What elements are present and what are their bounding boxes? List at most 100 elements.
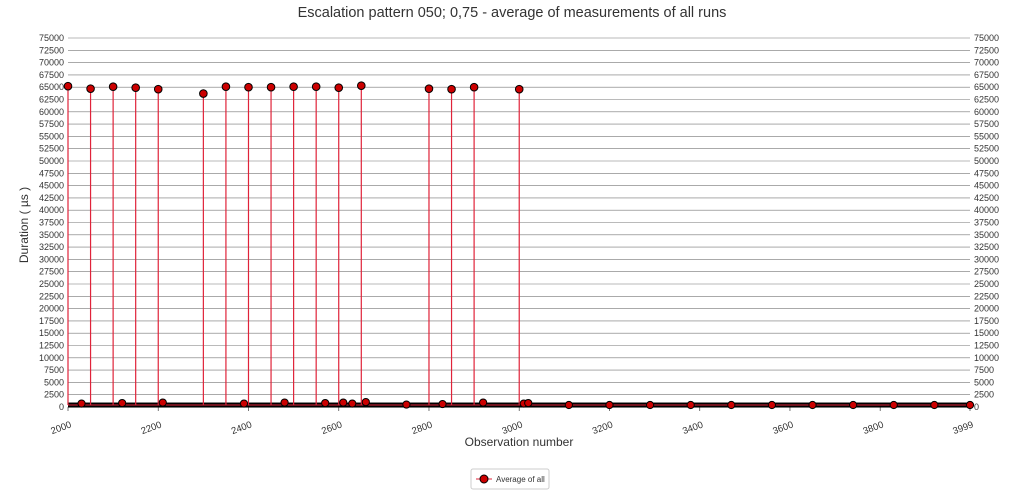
- chart-title: Escalation pattern 050; 0,75 - average o…: [298, 5, 727, 21]
- y-tick-label-left: 47500: [39, 168, 64, 178]
- data-point[interactable]: [686, 400, 695, 410]
- data-point[interactable]: [645, 400, 655, 410]
- x-tick-label: 2000: [49, 419, 73, 437]
- data-point[interactable]: [108, 82, 118, 92]
- data-point[interactable]: [199, 89, 208, 98]
- data-point[interactable]: [321, 398, 330, 408]
- data-point[interactable]: [334, 83, 344, 92]
- y-tick-label-left: 17500: [39, 316, 64, 326]
- y-tick-label-right: 30000: [974, 254, 999, 264]
- data-point[interactable]: [348, 399, 357, 408]
- y-tick-label-left: 55000: [39, 131, 64, 141]
- y-tick-label-left: 15000: [39, 328, 64, 338]
- y-axis-left: 0 2500 5000 7500 10000 12500 15000 17500 20000 22…: [39, 33, 64, 412]
- x-axis: 2000 2200 2400 2600 2800 3000 3200 3400 3600 3800…: [49, 407, 975, 437]
- y-tick-label-right: 17500: [974, 316, 999, 326]
- y-tick-label-right: 45000: [974, 181, 999, 191]
- y-tick-label-left: 62500: [39, 95, 64, 105]
- series-layer: [63, 81, 975, 410]
- y-tick-label-left: 52500: [39, 144, 64, 154]
- y-tick-label-right: 42500: [974, 193, 999, 203]
- data-point[interactable]: [447, 84, 456, 94]
- data-point[interactable]: [889, 400, 898, 410]
- data-point[interactable]: [118, 398, 127, 408]
- x-tick-label: 2200: [140, 419, 164, 437]
- y-tick-label-right: 62500: [974, 95, 999, 105]
- data-point[interactable]: [438, 399, 447, 409]
- data-point[interactable]: [131, 83, 140, 92]
- y-tick-label-right: 27500: [974, 267, 999, 277]
- data-point[interactable]: [605, 400, 614, 410]
- legend-marker: [479, 474, 489, 484]
- x-tick-label: 3800: [862, 419, 886, 437]
- data-point[interactable]: [469, 82, 479, 92]
- y-tick-label-left: 45000: [39, 181, 64, 191]
- data-point[interactable]: [339, 398, 348, 407]
- data-point[interactable]: [849, 400, 858, 410]
- data-point[interactable]: [77, 399, 86, 408]
- data-point[interactable]: [514, 84, 524, 94]
- data-point[interactable]: [767, 400, 777, 410]
- y-tick-label-left: 7500: [44, 365, 64, 375]
- data-point[interactable]: [153, 84, 163, 94]
- y-tick-label-left: 65000: [39, 82, 64, 92]
- data-point[interactable]: [727, 400, 736, 410]
- y-tick-label-right: 32500: [974, 242, 999, 252]
- y-tick-label-left: 2500: [44, 390, 64, 400]
- data-point[interactable]: [311, 82, 321, 92]
- data-point[interactable]: [361, 397, 370, 407]
- y-axis-right: 0 2500 5000 7500 10000 12500 15000 17500 20000 22…: [974, 33, 999, 412]
- x-tick-label: 3400: [681, 419, 705, 437]
- data-point[interactable]: [158, 398, 167, 407]
- x-tick-label: 3999: [951, 419, 975, 437]
- y-tick-label-right: 70000: [974, 58, 999, 68]
- y-tick-label-right: 22500: [974, 291, 999, 301]
- data-point[interactable]: [280, 398, 289, 407]
- data-point[interactable]: [356, 81, 366, 91]
- x-tick-label: 2400: [230, 419, 254, 437]
- y-tick-label-right: 15000: [974, 328, 999, 338]
- data-point[interactable]: [479, 398, 488, 407]
- data-point[interactable]: [266, 82, 276, 92]
- data-point[interactable]: [239, 399, 249, 408]
- y-tick-label-left: 70000: [39, 58, 64, 68]
- y-tick-label-left: 27500: [39, 267, 64, 277]
- y-axis-label: Duration ( µs ): [17, 187, 31, 263]
- data-point[interactable]: [402, 400, 411, 409]
- data-point[interactable]: [86, 84, 95, 93]
- data-point[interactable]: [524, 398, 533, 408]
- legend[interactable]: Average of all: [470, 468, 550, 490]
- data-point[interactable]: [244, 82, 253, 92]
- y-tick-label-right: 35000: [974, 230, 999, 240]
- data-point[interactable]: [289, 82, 298, 92]
- y-tick-label-left: 25000: [39, 279, 64, 289]
- data-point[interactable]: [930, 400, 939, 410]
- y-tick-label-left: 12500: [39, 341, 64, 351]
- y-tick-label-right: 65000: [974, 82, 999, 92]
- y-tick-label-left: 72500: [39, 45, 64, 55]
- y-tick-label-right: 57500: [974, 119, 999, 129]
- y-tick-label-right: 20000: [974, 304, 999, 314]
- data-point[interactable]: [63, 81, 73, 91]
- y-tick-label-right: 25000: [974, 279, 999, 289]
- x-tick-label: 2600: [320, 419, 344, 437]
- y-tick-label-left: 75000: [39, 33, 64, 43]
- data-point[interactable]: [221, 82, 231, 92]
- y-tick-label-left: 67500: [39, 70, 64, 80]
- y-tick-label-right: 12500: [974, 341, 999, 351]
- y-tick-label-right: 55000: [974, 131, 999, 141]
- legend-label: Average of all: [496, 475, 545, 484]
- x-tick-label: 2800: [410, 419, 434, 437]
- y-tick-label-right: 0: [974, 402, 979, 412]
- data-point[interactable]: [564, 400, 573, 410]
- y-tick-label-right: 5000: [974, 377, 994, 387]
- y-tick-label-left: 20000: [39, 304, 64, 314]
- y-tick-label-left: 42500: [39, 193, 64, 203]
- x-tick-label: 3600: [771, 419, 795, 437]
- data-point[interactable]: [965, 400, 975, 410]
- data-point[interactable]: [808, 400, 817, 410]
- y-tick-label-right: 50000: [974, 156, 999, 166]
- y-tick-label-right: 75000: [974, 33, 999, 43]
- data-point[interactable]: [424, 84, 434, 93]
